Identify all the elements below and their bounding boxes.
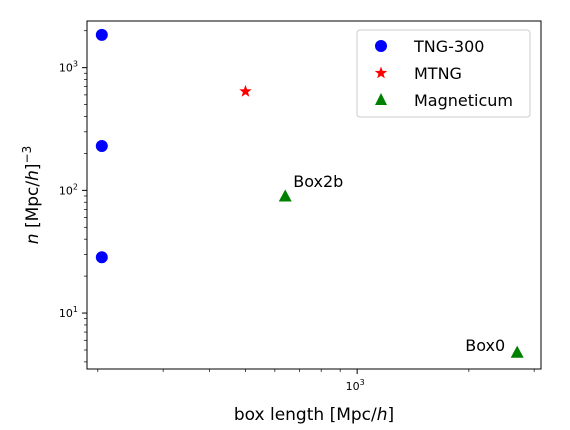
point-magneticum [278, 189, 292, 202]
y-tick-label: 101 [59, 305, 78, 320]
legend-label-mtng: MTNG [414, 64, 462, 83]
point-magneticum [510, 345, 524, 358]
point-mtng [239, 84, 252, 97]
data-points [95, 28, 524, 358]
y-tick-label: 103 [59, 60, 78, 75]
legend-label-magneticum: Magneticum [414, 91, 513, 110]
annotations: Box2b Box0 [293, 172, 505, 355]
axis-ticks: 103 101 102 103 [59, 30, 535, 393]
legend-marker-mtng [374, 66, 388, 79]
legend-label-tng300: TNG-300 [413, 37, 484, 56]
y-axis-title: n [Mpc/h]−3 [20, 146, 43, 244]
annotation-label: Box2b [293, 172, 343, 191]
annotation-label: Box0 [465, 336, 505, 355]
legend-marker-magneticum [375, 93, 387, 105]
legend-box [356, 29, 531, 118]
legend-marker-tng300 [375, 40, 387, 52]
point-tng300 [95, 28, 108, 41]
x-axis-title: box length [Mpc/h] [234, 405, 394, 425]
point-tng300 [95, 251, 108, 264]
legend: TNG-300 MTNG Magneticum [356, 29, 531, 118]
point-tng300 [95, 139, 108, 152]
x-tick-label: 103 [346, 378, 365, 393]
y-tick-label: 102 [59, 182, 78, 197]
